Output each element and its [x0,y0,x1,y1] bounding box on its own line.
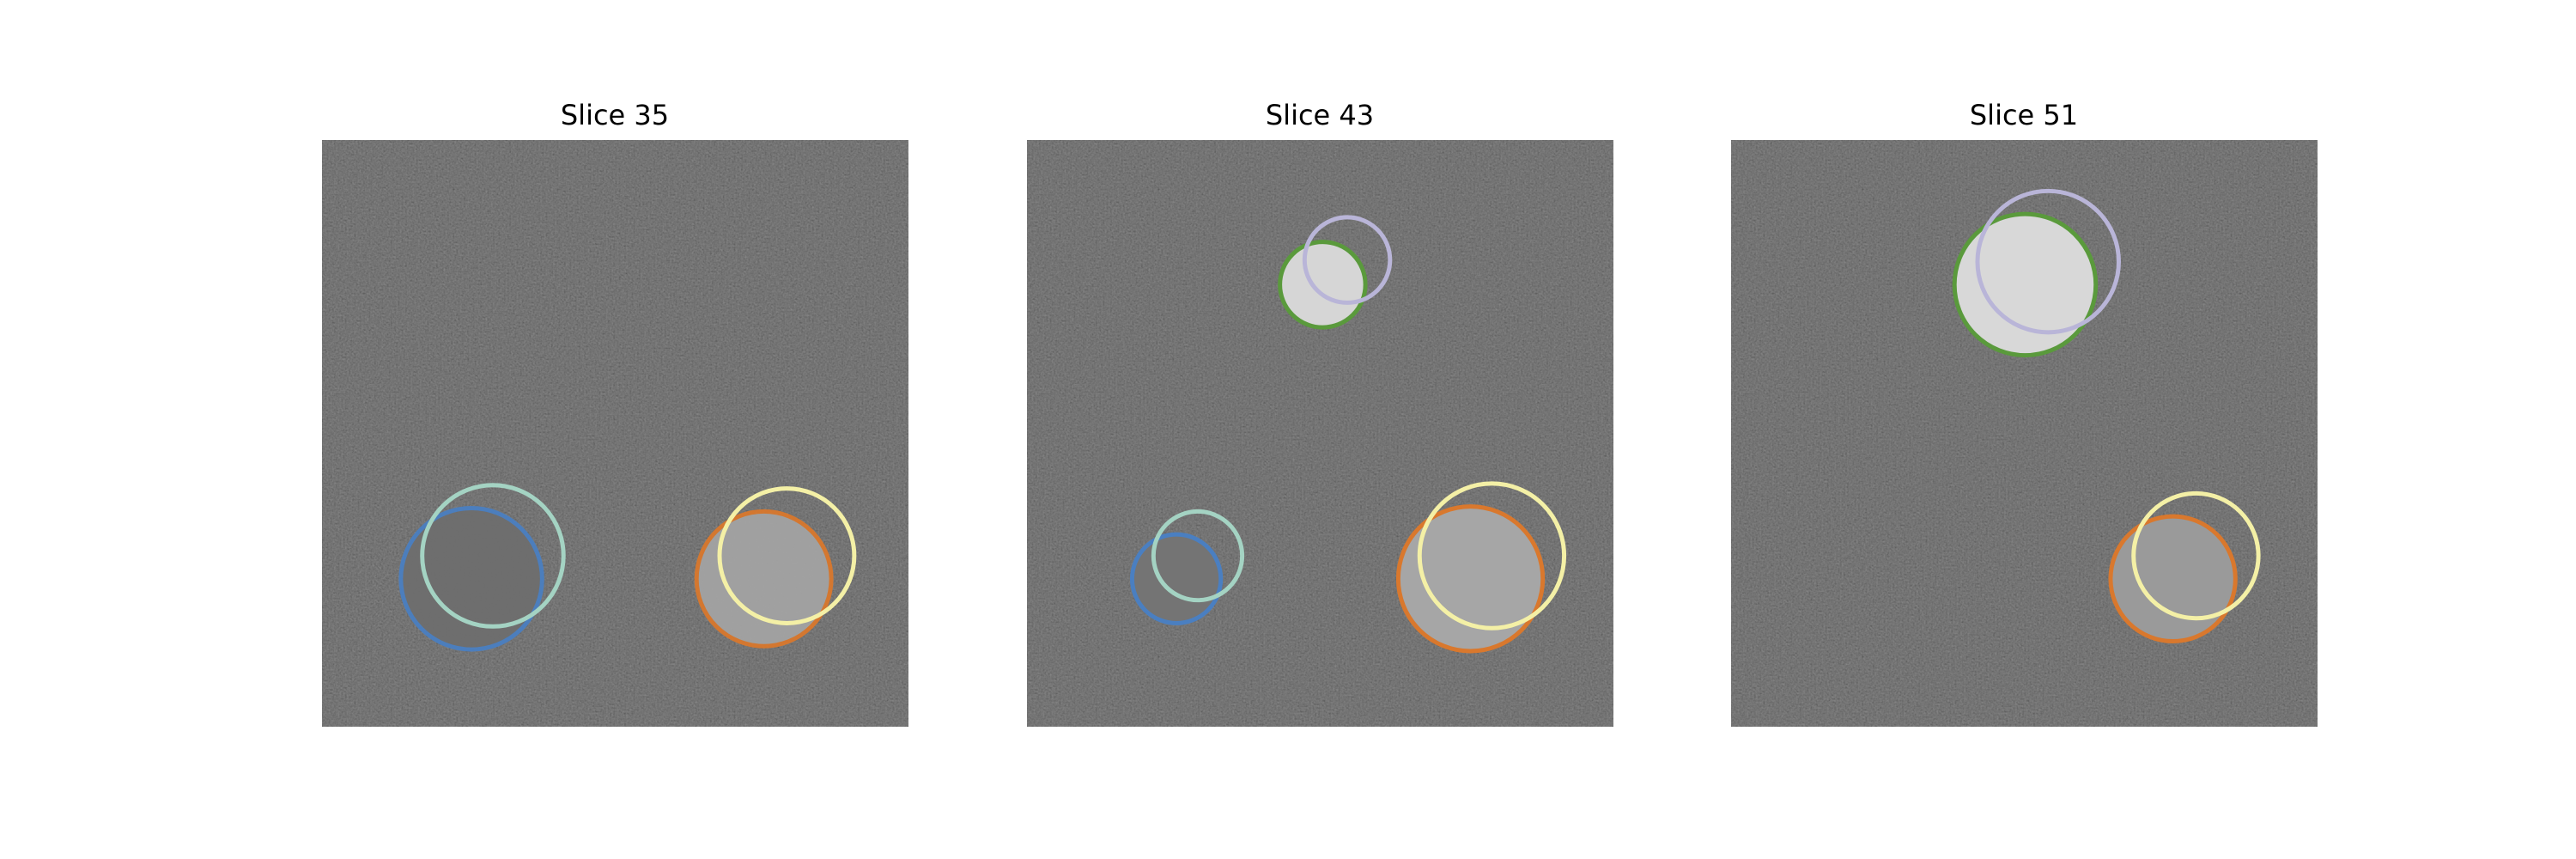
panel-title: Slice 35 [561,99,669,131]
image-panel [1731,140,2318,727]
panel-title: Slice 43 [1266,99,1374,131]
image-panel [1027,140,1613,727]
panel-title: Slice 51 [1970,99,2078,131]
image-panel [322,140,908,727]
